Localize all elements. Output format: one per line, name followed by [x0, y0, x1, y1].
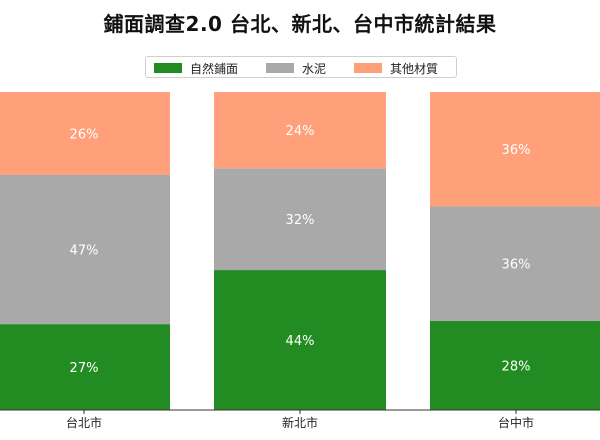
data-label-other-1: 24%: [286, 124, 315, 139]
bar-cement-2: [430, 206, 600, 321]
legend: 自然鋪面 水泥 其他材質: [145, 56, 457, 78]
legend-label-natural: 自然鋪面: [190, 61, 239, 76]
legend-label-other: 其他材質: [390, 61, 439, 76]
x-tick-label-1: 新北市: [282, 415, 318, 430]
data-label-natural-1: 44%: [286, 334, 315, 349]
legend-swatch-cement: [266, 63, 294, 73]
bar-cement-0: [0, 174, 170, 325]
data-label-natural-0: 27%: [70, 361, 99, 376]
bar-other-0: [0, 92, 170, 175]
legend-swatch-other: [354, 63, 382, 73]
data-label-other-0: 26%: [70, 127, 99, 142]
bar-other-2: [430, 92, 600, 207]
legend-label-cement: 水泥: [302, 61, 327, 76]
legend-item-cement: 水泥: [266, 60, 326, 76]
bar-natural-1: [214, 270, 386, 410]
legend-item-natural: 自然鋪面: [154, 60, 238, 76]
data-label-other-2: 36%: [502, 143, 531, 158]
data-label-natural-2: 28%: [502, 359, 531, 374]
bar-natural-2: [430, 320, 600, 410]
chart-title: 鋪面調查2.0 台北、新北、台中市統計結果: [103, 12, 497, 36]
x-axis: 台北市 新北市 台中市: [0, 409, 600, 430]
bars-layer: [0, 92, 600, 410]
legend-item-other: 其他材質: [354, 60, 438, 76]
bar-other-1: [214, 92, 386, 169]
data-labels-layer: 27% 47% 26% 44% 32% 24% 28% 36% 36%: [70, 124, 531, 376]
data-label-cement-0: 47%: [70, 243, 99, 258]
data-label-cement-2: 36%: [502, 258, 531, 273]
bar-cement-1: [214, 168, 386, 271]
bar-natural-0: [0, 324, 170, 410]
data-label-cement-1: 32%: [286, 213, 315, 228]
x-tick-label-0: 台北市: [66, 415, 102, 430]
legend-swatch-natural: [154, 63, 182, 73]
x-tick-label-2: 台中市: [498, 415, 534, 430]
